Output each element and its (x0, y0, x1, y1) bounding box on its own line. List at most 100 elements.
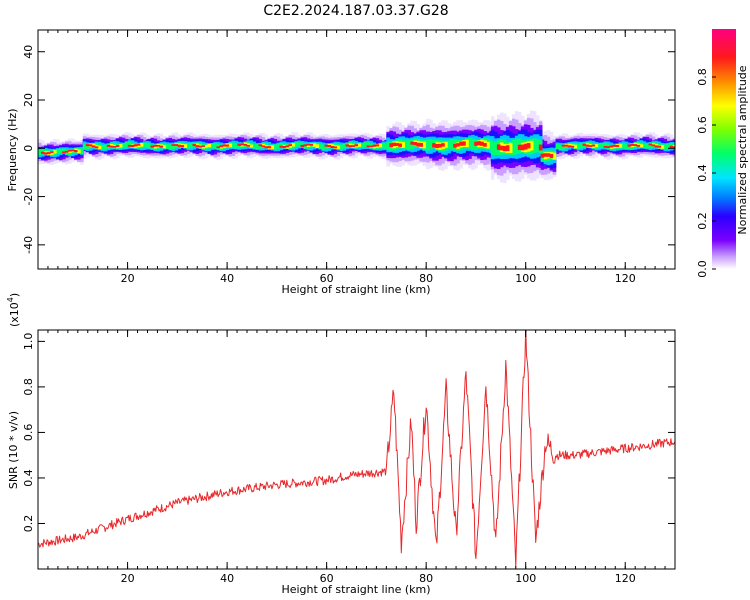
spectrum-cell (591, 144, 596, 147)
snr-ytick-label: 1.0 (22, 333, 35, 351)
spectrum-cell (80, 148, 84, 155)
spectrum-cell (74, 150, 78, 153)
spectrum-cell (669, 143, 674, 149)
spectrum-cell (573, 144, 578, 149)
colorbar-tick-label: 0.8 (696, 68, 709, 86)
spectrum-cell (552, 152, 557, 160)
spectrum-cell (252, 144, 257, 149)
spectrum-cell (517, 144, 522, 151)
spectrum-cell (318, 143, 323, 150)
spectrum-ytick-label: -40 (22, 236, 35, 254)
snr-xtick-label: 100 (515, 572, 536, 585)
snr-ytick-label: 0.4 (22, 469, 35, 487)
spectrum-cell (465, 139, 469, 148)
spectrum-cell (153, 144, 158, 147)
spectrum-cell (279, 145, 284, 148)
spectrum-cell (109, 145, 114, 148)
spectrum-cell (246, 144, 251, 147)
spectrum-cell (630, 143, 635, 146)
spectrum-cell (543, 153, 548, 157)
spectrum-cell (219, 145, 224, 148)
spectrum-cell (651, 144, 656, 147)
spectrum-cell (429, 139, 433, 150)
spectrum-cell (526, 142, 531, 149)
spectrum-cell (579, 143, 584, 149)
spectrum-cell (303, 144, 308, 147)
spectrum-cell (306, 143, 311, 146)
spectrum-cell (594, 144, 599, 148)
spectrum-cell (258, 144, 263, 147)
spectrum-cell (627, 144, 632, 147)
snr-ticks: 20 40 60 80 100 120 0.2 0.4 0.6 0.8 1.0 (22, 330, 676, 585)
spectrum-ylabel: Frequency (Hz) (6, 109, 19, 192)
spectrum-cell (576, 143, 581, 150)
spectrum-cell (540, 153, 545, 158)
spectrum-cell (354, 144, 359, 147)
snr-axes-frame (37, 329, 676, 570)
spectrum-cell (404, 140, 408, 150)
spectrum-heatmap (38, 110, 675, 184)
spectrum-cell (97, 145, 102, 150)
spectrum-cell (85, 144, 90, 150)
spectrum-cell (538, 144, 543, 151)
spectrum-cell (561, 144, 566, 150)
spectrum-cell (183, 144, 188, 148)
spectrum-cell (645, 143, 650, 149)
snr-yscale-exponent: 4 (6, 297, 15, 302)
spectrum-cell (360, 142, 365, 148)
spectrum-cell (496, 144, 501, 150)
spectrum-cell (366, 142, 371, 148)
spectrum-cell (228, 143, 233, 148)
svg-text:(x104): (x104) (6, 293, 21, 327)
spectrum-cell (490, 141, 495, 155)
spectrum-cell (41, 151, 45, 154)
spectrum-cell (118, 144, 123, 148)
spectrum-cell (165, 144, 170, 150)
spectrum-cell (392, 142, 396, 147)
spectrum-cell (588, 145, 593, 147)
spectrum-cell (321, 144, 326, 151)
spectrum-cell (363, 141, 368, 148)
snr-ytick-label: 0.6 (22, 424, 35, 442)
spectrum-cell (669, 145, 674, 148)
spectrum-cell (130, 144, 135, 147)
spectrum-cell (444, 141, 448, 148)
spectrum-cell (68, 149, 72, 152)
spectrum-cell (386, 141, 390, 150)
spectrum-cell (549, 153, 554, 158)
spectrum-cell (133, 144, 138, 147)
snr-series-line (38, 330, 675, 568)
spectrum-cell (546, 153, 551, 157)
spectrum-cell (453, 143, 457, 148)
spectrum-cell (514, 138, 519, 155)
spectrum-cell (523, 143, 528, 150)
spectrum-cell (300, 144, 305, 148)
colorbar-scale (712, 29, 736, 269)
spectrum-cell (171, 144, 176, 146)
spectrum-panel: 20 40 60 80 100 120 40 20 0 -20 -40 Height of stra… (6, 29, 676, 296)
spectrum-cell (222, 144, 227, 147)
spectrum-cell (231, 142, 236, 149)
spectrum-cell (567, 145, 572, 148)
snr-xtick-label: 60 (320, 572, 334, 585)
spectrum-cell (585, 144, 590, 147)
spectrum-cell (561, 144, 566, 147)
spectrum-cell (103, 144, 108, 150)
spectrum-cell (94, 146, 99, 149)
spectrum-cell (50, 151, 54, 154)
spectrum-cell (264, 146, 269, 149)
spectrum-cell (438, 143, 442, 148)
spectrum-cell (654, 145, 659, 148)
spectrum-cell (88, 144, 93, 147)
spectrum-cell (447, 140, 451, 150)
spectrum-cell (195, 145, 200, 148)
spectrum-cell (426, 139, 430, 151)
spectrum-cell (168, 144, 173, 150)
spectrum-cell (204, 144, 209, 148)
spectrum-cell (59, 148, 63, 154)
colorbar-tick-label: 0.6 (696, 116, 709, 134)
spectrum-cell (459, 141, 463, 146)
spectrum-cell (369, 145, 374, 148)
snr-xlabel: Height of straight line (km) (281, 583, 430, 596)
spectrum-cell (398, 143, 402, 147)
